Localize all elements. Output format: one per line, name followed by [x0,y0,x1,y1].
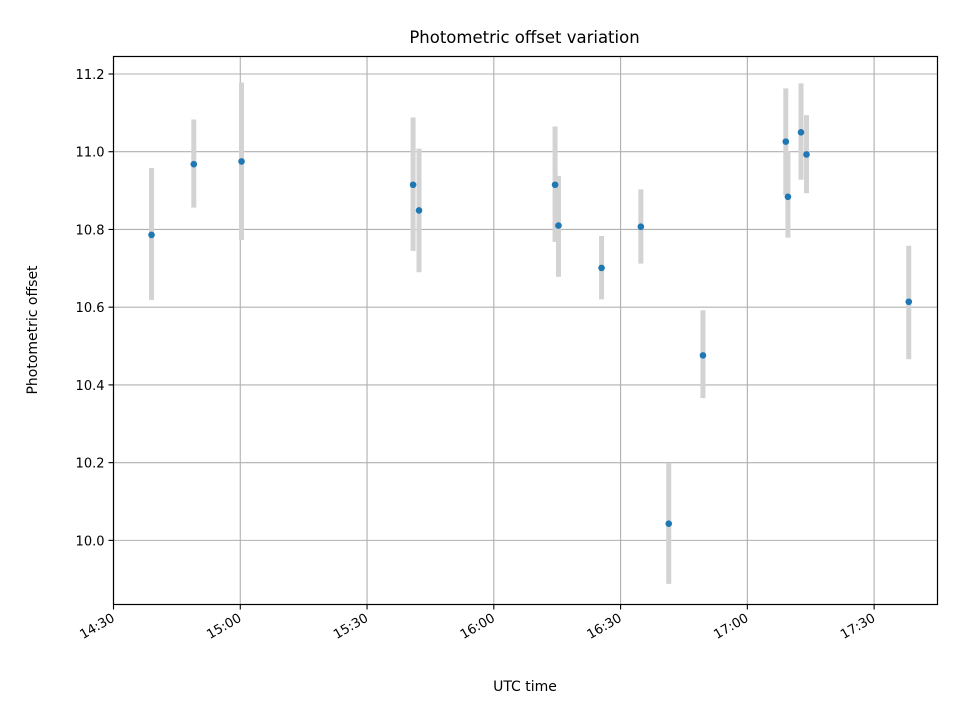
plot-area-frame [112,55,939,606]
data-point [637,223,645,231]
data-point [148,231,155,239]
y-tick-label: 10.6 [76,301,105,316]
data-point [699,352,707,359]
y-tick-label: 11.0 [76,146,105,161]
x-axis-title: UTC time [493,679,557,695]
y-tick-label: 10.4 [76,379,105,394]
data-point [598,264,605,272]
data-point [238,158,245,165]
data-point [797,128,805,136]
data-point [555,222,562,229]
data-points [148,128,913,527]
data-point [784,193,792,201]
data-point [665,520,673,527]
data-point [415,207,423,214]
data-point [803,151,810,158]
y-tick-label: 10.0 [76,534,105,549]
data-point [782,138,790,145]
y-axis: 10.0 10.2 10.4 10.6 10.8 11.0 11.2 [76,68,114,549]
chart-title: Photometric offset variation [409,28,639,47]
data-point [409,181,417,189]
y-tick-label: 10.8 [76,223,105,238]
y-axis-title: Photometric offset [25,265,41,395]
data-point [905,298,913,306]
y-tick-label: 11.2 [76,68,105,83]
data-point [551,181,559,189]
data-point [190,160,198,168]
y-tick-label: 10.2 [76,457,105,472]
